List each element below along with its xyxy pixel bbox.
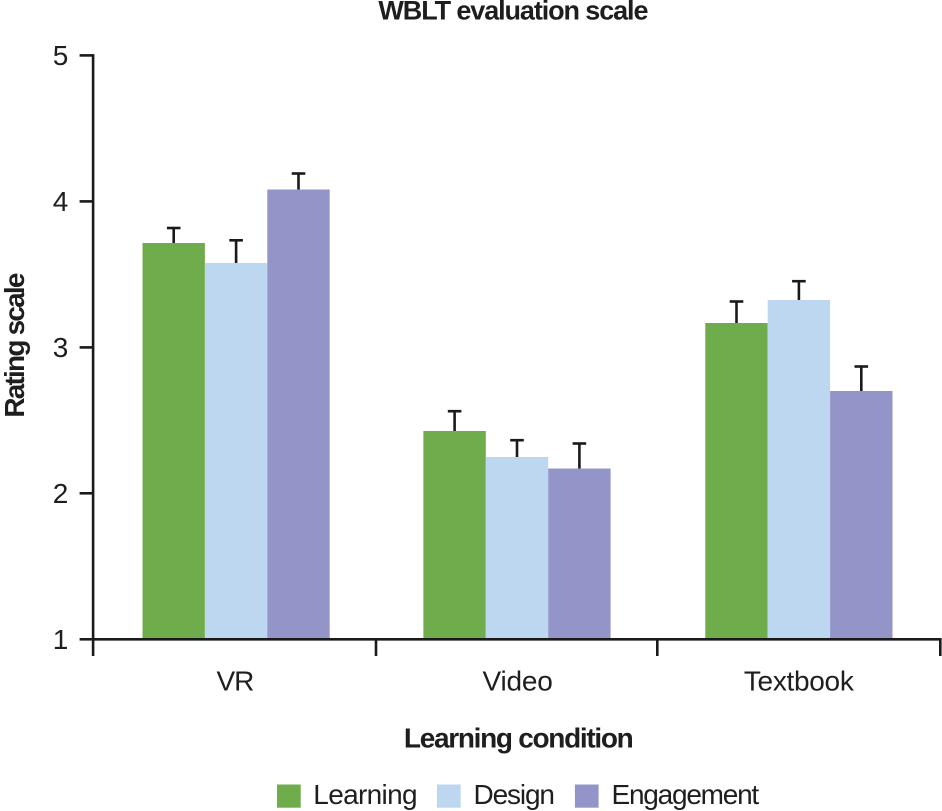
svg-text:5: 5 <box>53 40 69 71</box>
svg-text:Design: Design <box>474 779 554 810</box>
svg-text:1: 1 <box>53 624 69 655</box>
svg-text:Learning condition: Learning condition <box>404 723 633 754</box>
svg-text:WBLT evaluation scale: WBLT evaluation scale <box>378 0 648 26</box>
svg-text:VR: VR <box>216 666 253 697</box>
svg-text:2: 2 <box>53 478 69 509</box>
svg-text:3: 3 <box>53 332 69 363</box>
svg-text:4: 4 <box>53 186 69 217</box>
svg-text:Rating scale: Rating scale <box>0 273 30 418</box>
svg-text:Learning: Learning <box>313 779 417 810</box>
svg-text:Video: Video <box>483 666 553 697</box>
svg-text:Textbook: Textbook <box>744 666 855 697</box>
svg-text:Engagement: Engagement <box>612 779 760 810</box>
